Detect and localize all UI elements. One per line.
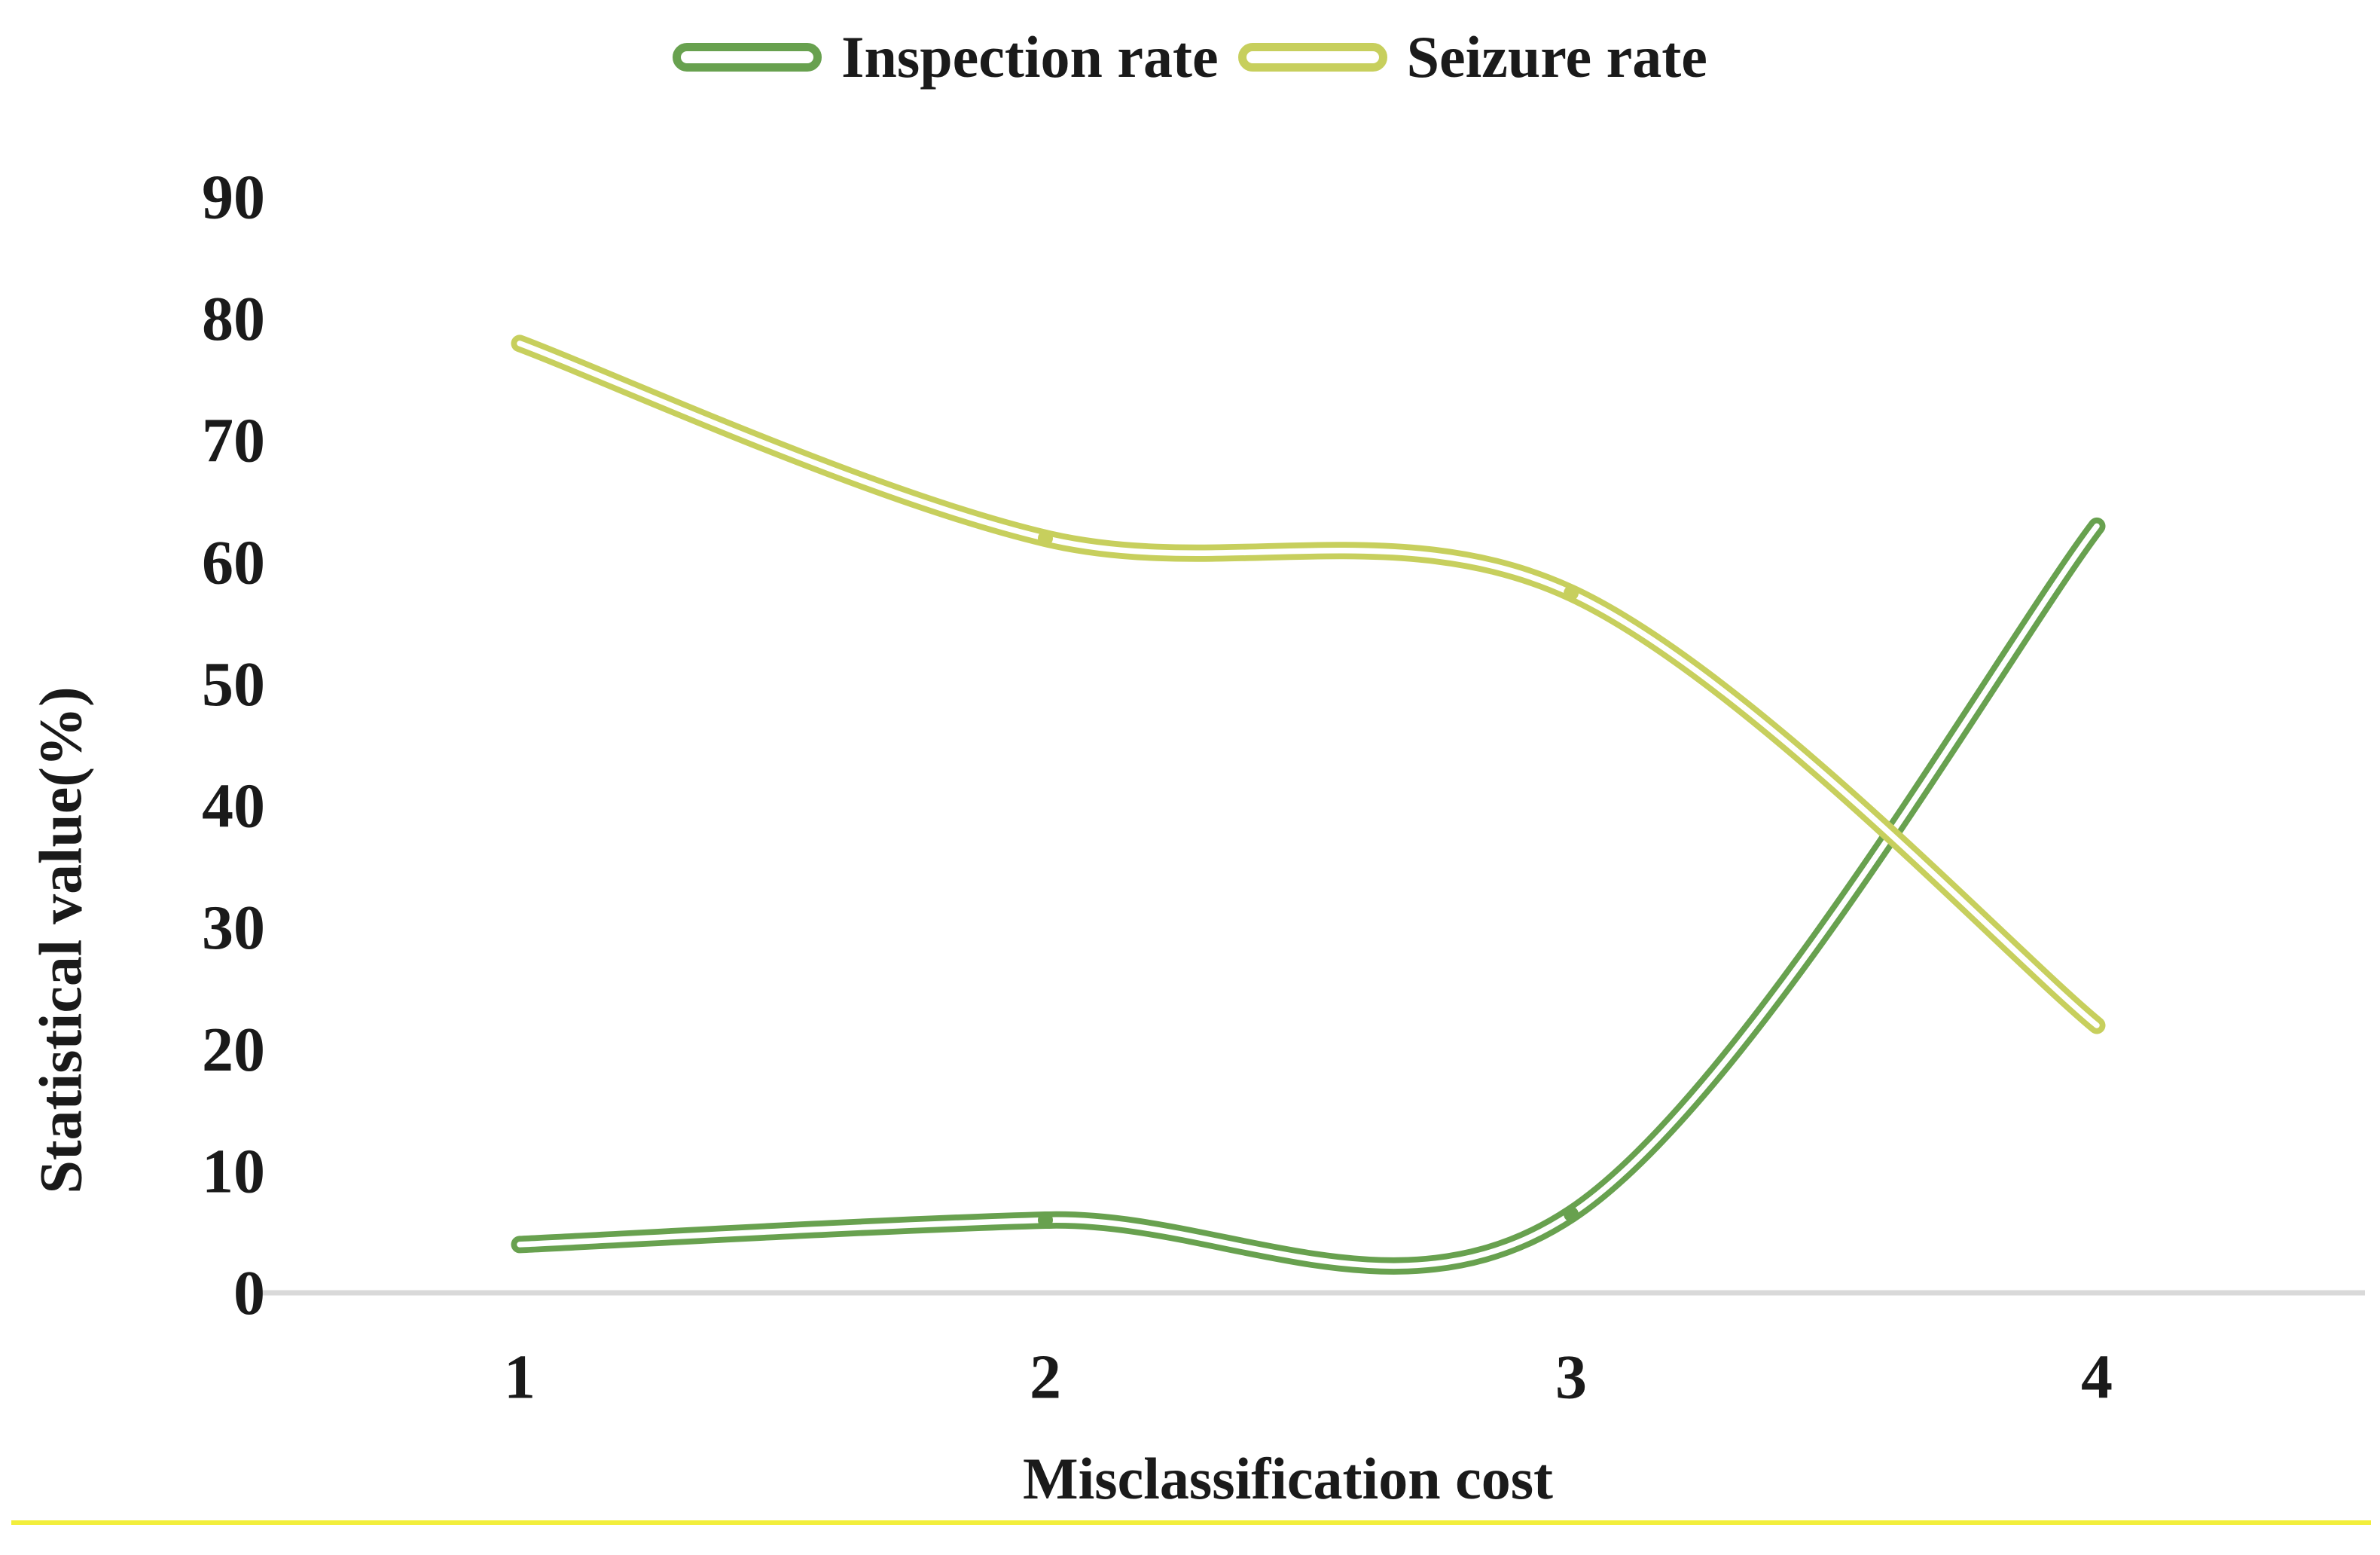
data-point-seizure-rate [1038,530,1053,546]
data-point-inspection-rate [1038,1212,1053,1228]
y-tick-label: 80 [202,284,265,354]
y-tick-label: 30 [202,893,265,963]
legend: Inspection rate Seizure rate [0,14,2380,101]
data-point-seizure-rate [1564,585,1579,601]
y-tick-label: 90 [202,163,265,233]
y-tick-label: 20 [202,1015,265,1085]
legend-item: Seizure rate [1237,24,1707,90]
x-tick-label: 3 [1555,1343,1587,1413]
data-point-inspection-rate [1564,1206,1579,1222]
seizure-rate-legend-marker-icon [1237,43,1387,72]
x-tick-label: 1 [504,1343,536,1413]
legend-item: Inspection rate [673,24,1219,90]
y-tick-label: 60 [202,527,265,597]
series-line-core-inspection-rate [517,523,2100,1269]
x-tick-label: 4 [2081,1343,2113,1413]
y-tick-label: 10 [202,1136,265,1206]
legend-label-inspection-rate: Inspection rate [841,24,1219,90]
series-line-inspection-rate [511,517,2106,1275]
y-tick-label: 70 [202,406,265,476]
y-tick-label: 0 [233,1258,265,1328]
y-tick-label: 50 [202,649,265,719]
x-tick-label: 2 [1030,1343,1061,1413]
series-line-core-seizure-rate [517,341,2100,1028]
legend-label-seizure-rate: Seizure rate [1406,24,1707,90]
series-line-seizure-rate [511,335,2106,1034]
x-axis-title: Misclassification cost [1022,1446,1554,1511]
y-axis-title: Statistical value(%) [28,686,95,1194]
y-tick-label: 40 [202,771,265,842]
inspection-rate-legend-marker-icon [673,43,822,72]
